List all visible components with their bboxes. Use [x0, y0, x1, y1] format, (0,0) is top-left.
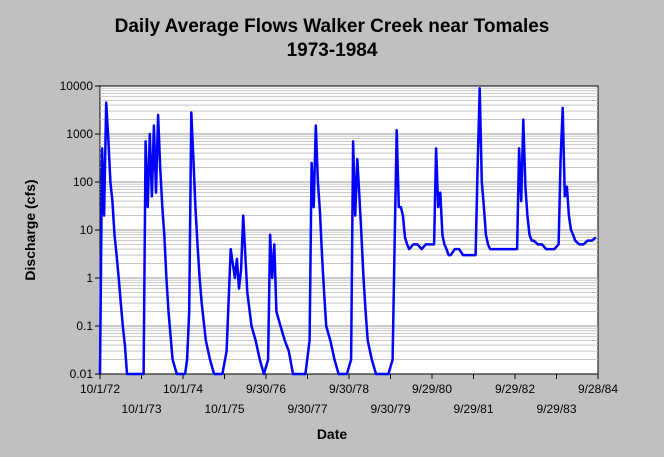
y-axis-label: Discharge (cfs) [22, 179, 38, 281]
y-tick-label: 100 [73, 175, 93, 189]
gridlines [100, 87, 598, 361]
y-tick-label: 10000 [60, 79, 94, 93]
chart-subtitle: 1973-1984 [286, 40, 378, 61]
discharge-series-line [98, 86, 597, 376]
x-tick-label: 9/30/76 [246, 382, 286, 396]
y-tick-label: 0.01 [70, 367, 94, 381]
x-tick-label: 9/29/80 [412, 382, 452, 396]
y-axis-ticks: 10000 1000 100 10 1 0.1 0.01 [60, 79, 100, 381]
x-tick-label: 10/1/73 [121, 402, 161, 416]
x-tick-label: 10/1/72 [80, 382, 120, 396]
chart-title: Daily Average Flows Walker Creek near To… [114, 16, 550, 37]
x-tick-label: 9/30/78 [329, 382, 369, 396]
y-tick-label: 10 [80, 223, 94, 237]
y-tick-label: 1000 [66, 127, 93, 141]
x-tick-label: 9/30/77 [287, 402, 327, 416]
series-layer [98, 86, 597, 376]
x-tick-label: 9/28/84 [578, 382, 618, 396]
x-tick-label: 9/30/79 [370, 402, 410, 416]
x-tick-label: 10/1/75 [204, 402, 244, 416]
x-axis-label: Date [316, 426, 348, 442]
y-tick-label: 1 [86, 271, 93, 285]
x-tick-label: 10/1/74 [163, 382, 203, 396]
x-axis-ticks: 10/1/72 10/1/74 9/30/76 9/30/78 9/29/80 9/29/… [80, 374, 618, 416]
y-tick-label: 0.1 [76, 319, 93, 333]
x-tick-label: 9/29/81 [453, 402, 493, 416]
x-tick-label: 9/29/83 [536, 402, 576, 416]
x-tick-label: 9/29/82 [495, 382, 535, 396]
